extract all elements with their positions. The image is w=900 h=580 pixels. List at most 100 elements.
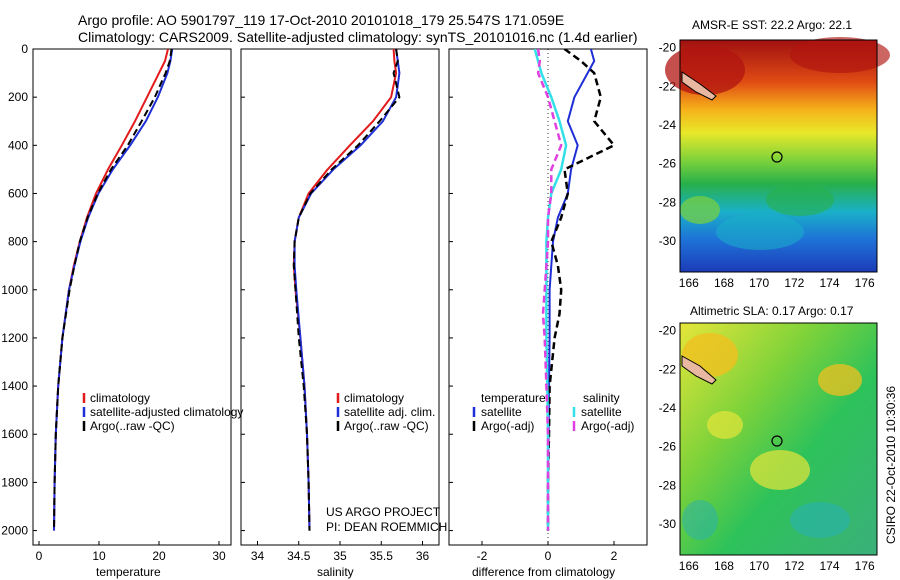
map-x-tick-label: 168 — [714, 559, 734, 573]
sla-high-patch — [750, 450, 810, 490]
x-tick-label: 35 — [333, 549, 347, 563]
side-credit: CSIRO 22-Oct-2010 10:30:36 — [884, 386, 898, 544]
sst-map-frame — [679, 39, 878, 273]
legend-label-temp-argo: Argo(-adj) — [481, 419, 534, 433]
map-x-tick-label: 172 — [784, 559, 804, 573]
x-tick-label: 34.5 — [287, 549, 311, 563]
y-tick-label: 200 — [8, 90, 28, 104]
argo-line — [53, 49, 173, 531]
legend-label-climatology: climatology — [90, 391, 150, 405]
map-x-tick-label: 170 — [749, 276, 769, 290]
salinity-satellite-line — [533, 49, 568, 531]
land-mass — [681, 355, 717, 385]
x-tick-label: 35.5 — [370, 549, 394, 563]
map-y-tick-label: -28 — [659, 195, 677, 209]
map-x-tick-label: 174 — [819, 276, 839, 290]
legend-label-argo: Argo(..raw -QC) — [344, 419, 429, 433]
map-y-tick-label: -30 — [659, 517, 677, 531]
map-x-tick-label: 168 — [714, 276, 734, 290]
y-tick-label: 2000 — [1, 524, 28, 538]
map-y-tick-label: -24 — [659, 118, 677, 132]
legend-label-sal-satellite: satellite — [581, 405, 622, 419]
sst-cool-patch — [766, 184, 834, 216]
float-position-marker — [771, 435, 783, 447]
x-tick-label: 2 — [611, 549, 618, 563]
satellite-adjusted-line — [53, 49, 174, 531]
sla-map-title: Altimetric SLA: 0.17 Argo: 0.17 — [690, 304, 854, 318]
y-tick-label: 800 — [8, 235, 28, 249]
map-x-tick-label: 176 — [855, 276, 875, 290]
figure-title-line1: Argo profile: AO 5901797_119 17-Oct-2010… — [78, 12, 564, 28]
map-x-tick-label: 174 — [819, 559, 839, 573]
legend-label-temp-satellite: satellite — [481, 405, 522, 419]
legend-label-argo: Argo(..raw -QC) — [90, 419, 175, 433]
temperature-legend: climatology satellite-adjusted climatolo… — [82, 391, 243, 433]
map-x-tick-label: 170 — [749, 559, 769, 573]
map-y-tick-label: -28 — [659, 478, 677, 492]
map-x-tick-label: 172 — [784, 276, 804, 290]
x-tick-label: -2 — [477, 549, 488, 563]
y-tick-label: 600 — [8, 186, 28, 200]
map-y-tick-label: -24 — [659, 401, 677, 415]
map-y-tick-label: -22 — [659, 362, 677, 376]
map-y-tick-label: -20 — [659, 324, 677, 338]
x-tick-label: 0 — [545, 549, 552, 563]
salinity-argo-line — [536, 49, 563, 531]
x-tick-label: 0 — [36, 549, 43, 563]
land-mass — [681, 71, 717, 101]
temperature-satellite-line — [547, 49, 596, 531]
x-tick-label: 20 — [152, 549, 166, 563]
sst-cool-patch — [716, 214, 804, 250]
salinity-plot-frame — [240, 48, 440, 546]
legend-group-salinity: salinity — [583, 391, 620, 405]
satellite-adjusted-line — [293, 49, 401, 531]
sla-map-frame — [679, 322, 878, 556]
map-x-tick-label: 166 — [679, 276, 699, 290]
sla-map — [679, 322, 878, 556]
map-x-tick-label: 176 — [855, 559, 875, 573]
salinity-axis-label: salinity — [317, 565, 354, 579]
y-tick-label: 1200 — [1, 331, 28, 345]
sla-high-patch — [707, 411, 743, 439]
salinity-legend: climatology satellite adj. clim. Argo(..… — [336, 391, 435, 433]
pi-credit: PI: DEAN ROEMMICH — [326, 520, 447, 534]
climatology-line — [53, 49, 169, 531]
x-tick-label: 10 — [92, 549, 106, 563]
sst-map-title: AMSR-E SST: 22.2 Argo: 22.1 — [692, 18, 852, 32]
sla-low-patch — [790, 502, 850, 538]
legend-label-climatology: climatology — [344, 391, 404, 405]
sla-high-patch — [818, 364, 862, 396]
difference-axis-label: difference from climatology — [472, 565, 615, 579]
map-y-tick-label: -30 — [659, 234, 677, 248]
y-tick-label: 400 — [8, 138, 28, 152]
sst-map — [665, 37, 890, 273]
y-tick-label: 1800 — [1, 475, 28, 489]
map-x-tick-label: 166 — [679, 559, 699, 573]
y-tick-label: 1000 — [1, 283, 28, 297]
x-tick-label: 30 — [212, 549, 226, 563]
map-y-tick-label: -26 — [659, 157, 677, 171]
salinity-profile-lines — [292, 49, 401, 531]
legend-label-satellite: satellite adj. clim. — [344, 405, 435, 419]
sst-warm-patch — [790, 37, 890, 73]
legend-label-sal-argo: Argo(-adj) — [581, 419, 634, 433]
temperature-axis-label: temperature — [96, 565, 161, 579]
temperature-argo-line — [546, 49, 616, 531]
map-y-tick-label: -26 — [659, 440, 677, 454]
temperature-plot-frame — [32, 48, 232, 546]
y-tick-label: 1400 — [1, 379, 28, 393]
x-tick-label: 36 — [416, 549, 430, 563]
x-tick-label: 34 — [251, 549, 265, 563]
y-tick-label: 1600 — [1, 427, 28, 441]
float-position-marker — [771, 151, 783, 163]
y-tick-label: 0 — [21, 42, 28, 56]
sla-low-patch — [682, 500, 718, 540]
legend-label-satellite: satellite-adjusted climatology — [90, 405, 243, 419]
sst-cool-patch — [680, 196, 720, 224]
difference-profile-lines — [533, 49, 616, 531]
legend-group-temperature: temperature — [481, 391, 546, 405]
difference-legend: temperature salinity satellite Argo(-adj… — [472, 391, 634, 433]
temperature-profile-lines — [53, 49, 174, 531]
project-credit: US ARGO PROJECT — [326, 505, 441, 519]
